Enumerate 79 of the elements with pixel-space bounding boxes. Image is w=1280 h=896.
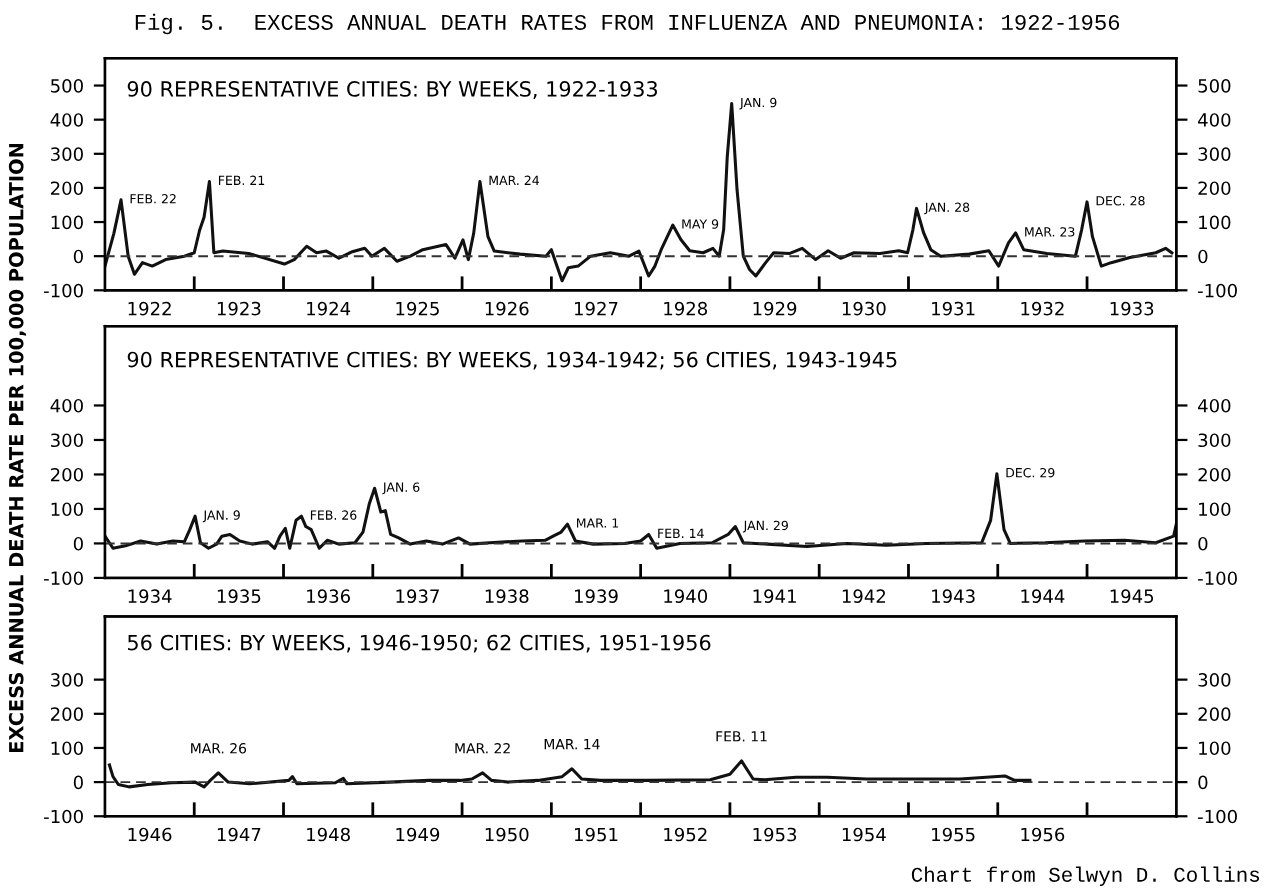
y-tick-label: 200 [50,467,83,482]
x-tick-label: 1948 [307,827,350,842]
y-tick-label: 200 [50,181,83,196]
x-tick-label: 1941 [753,589,796,604]
x-tick-label: 1939 [575,589,618,604]
x-tick-label: 1938 [485,589,529,604]
y-tick-label: 0 [73,775,83,790]
y-tick-label: 400 [50,113,83,127]
x-tick-label: 1923 [217,301,261,316]
x-tick-label: 1949 [396,827,440,842]
x-tick-label: 1924 [307,301,351,316]
x-tick-label: 1928 [664,301,708,316]
y-tick-label: 0 [73,536,83,551]
x-tick-label: 1937 [396,589,439,604]
y2-tick-label: 0 [1198,249,1208,264]
x-tick-label: 1926 [485,301,529,316]
x-tick-label: 1947 [217,827,261,842]
x-tick-label: 1954 [842,827,886,842]
text: Chart from Selwyn D. Collins [911,866,1260,886]
y2-tick-label: 400 [1198,398,1231,413]
y-tick-label: -100 [44,283,83,298]
y2-tick-label: 300 [1198,147,1231,161]
y2-tick-label: 500 [1198,79,1231,93]
y2-tick-label: 100 [1199,215,1231,230]
x-tick-label: 1951 [575,827,618,842]
line-series [107,759,1032,789]
x-tick-label: 1944 [1021,589,1065,604]
x-tick-label: 1929 [753,301,797,316]
x-tick-label: 1945 [1110,589,1154,604]
x-tick-label: 1934 [128,589,172,604]
y-tick-label: 0 [73,249,83,264]
x-tick-label: 1936 [307,589,350,604]
y-axis-title: EXCESS ANNUAL DEATH RATE PER 100,000 POPULATION [8,143,27,753]
x-tick-label: 1927 [575,301,618,316]
y2-tick-label: 200 [1198,467,1231,482]
text: 90 REPRESENTATIVE CITIES: BY WEEKS, 1922-1933 [127,81,658,99]
x-tick-label: 1946 [128,827,172,842]
x-tick-label: 1943 [932,589,975,604]
y-tick-label: 400 [50,398,83,413]
y2-tick-label: 0 [1198,536,1208,551]
y2-tick-label: 400 [1198,113,1231,127]
y-tick-label: -100 [44,571,83,586]
text: 90 REPRESENTATIVE CITIES: BY WEEKS, 1934-1942; 56 CITIES, 1943-1945 [127,351,897,370]
x-tick-label: 1925 [396,301,439,316]
y-tick-label: 300 [51,433,83,448]
y-tick-label: 100 [51,502,83,517]
y-tick-label: 300 [51,147,83,161]
x-tick-label: 1931 [932,301,975,316]
x-tick-label: 1955 [932,827,975,842]
y2-tick-label: 200 [1198,181,1231,196]
x-tick-label: 1940 [664,589,708,604]
line-series [104,472,1177,550]
chart-title: Fig. 5. EXCESS ANNUAL DEATH RATES FROM INFLUENZA AND PNEUMONIA: 1922-1956 [135,13,1120,35]
x-tick-label: 1953 [753,827,797,842]
y2-tick-label: 300 [1198,433,1231,448]
y2-tick-label: 100 [1199,502,1231,517]
y2-tick-label: 200 [1198,707,1231,721]
x-tick-label: 1956 [1021,827,1065,842]
y2-tick-label: 300 [1198,673,1231,687]
y2-tick-label: -100 [1198,283,1237,298]
x-tick-label: 1950 [485,827,529,842]
y2-tick-label: 0 [1198,775,1208,790]
y-tick-label: 100 [51,215,83,230]
y-tick-label: 500 [51,79,83,93]
x-tick-label: 1932 [1021,301,1064,316]
y-tick-label: 300 [51,673,83,687]
y2-tick-label: -100 [1198,571,1237,586]
y-tick-label: -100 [44,809,83,824]
x-tick-label: 1933 [1110,301,1154,316]
y-tick-label: 200 [50,707,83,721]
y-tick-label: 100 [51,741,83,756]
x-tick-label: 1922 [128,301,171,316]
text: 56 CITIES: BY WEEKS, 1946-1950; 62 CITIES, 1951-1956 [128,634,711,653]
x-tick-label: 1935 [217,589,261,604]
x-tick-label: 1930 [842,301,886,316]
x-tick-label: 1952 [664,827,707,842]
y2-tick-label: -100 [1198,809,1237,824]
y2-tick-label: 100 [1199,741,1231,756]
x-tick-label: 1942 [842,589,886,604]
